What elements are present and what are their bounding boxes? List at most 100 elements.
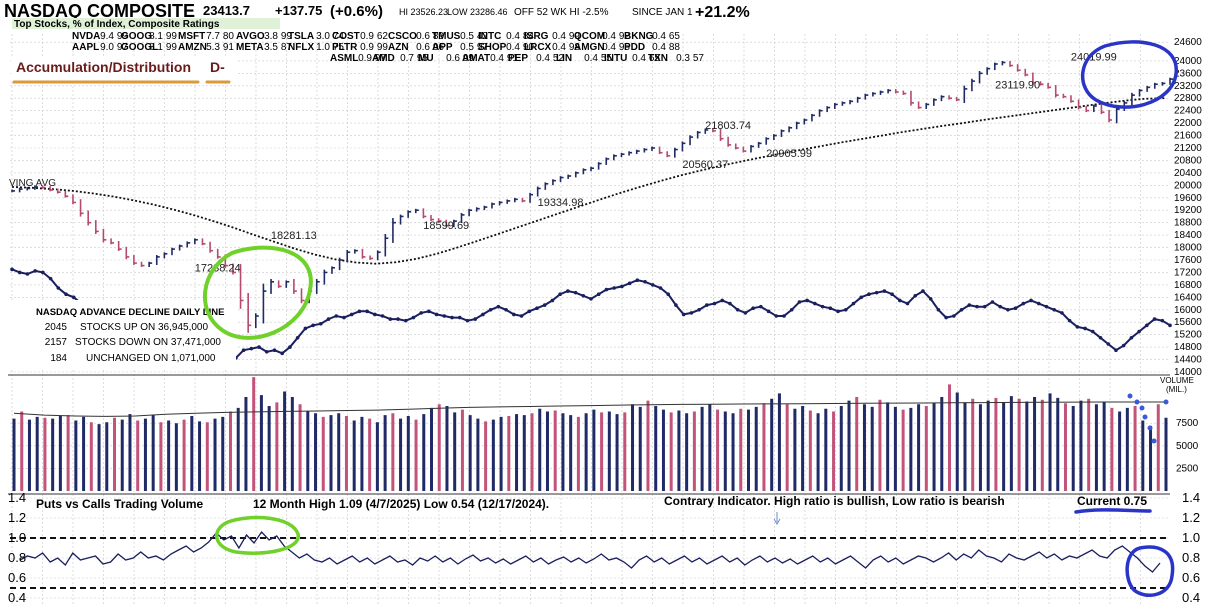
ratings-symbol: GOOGL (121, 42, 158, 53)
volume-axis-tick: 2500 (1176, 463, 1199, 474)
puts-calls-title: Puts vs Calls Trading Volume (36, 497, 203, 511)
ad-point (596, 292, 601, 297)
ad-point (566, 289, 570, 293)
ratings-symbol: LIN (556, 53, 572, 64)
ad-point (419, 311, 423, 315)
ad-point (921, 289, 925, 293)
ratings-weight: 0.4 (652, 31, 666, 42)
ratings-weight: 0.4 (506, 42, 520, 53)
ad-point (751, 306, 755, 311)
ad-point (805, 298, 809, 303)
ratings-composite: 98 (569, 42, 581, 53)
price-axis-tick: 23600 (1174, 68, 1202, 79)
ratings-symbol: AVGO (236, 31, 265, 42)
ad-up-count: 2045 (45, 322, 68, 333)
price-annotation: 17238.24 (195, 262, 241, 274)
ratings-symbol: TSLA (288, 31, 314, 42)
ad-point (512, 312, 516, 317)
price-axis-tick: 14000 (1174, 367, 1202, 378)
ad-point (1114, 348, 1118, 353)
ad-box-bg (10, 300, 236, 370)
ratings-weight: 7.7 (206, 31, 220, 42)
ad-point (681, 312, 686, 317)
ad-point (56, 286, 61, 290)
ad-down-count: 2157 (45, 337, 68, 348)
price-axis-tick: 17200 (1174, 267, 1202, 278)
ratings-weight: 3.5 (264, 42, 278, 53)
advance-decline-box: NASDAQ ADVANCE DECLINE DAILY LINE 2045 S… (10, 300, 236, 370)
price-annotation: 23119.90 (995, 79, 1040, 91)
ad-point (573, 290, 578, 295)
header: NASDAQ COMPOSITE 23413.7 +137.75 (+0.6%)… (4, 1, 750, 21)
price-axis-tick: 14400 (1174, 355, 1202, 366)
ratings-composite: 99 (166, 42, 178, 53)
ad-point (1121, 343, 1126, 348)
ratings-weight: 0.6 (416, 42, 430, 53)
ratings-weight: 0.7 (400, 53, 414, 64)
ad-point (1067, 318, 1072, 323)
price-axis-tick: 15600 (1174, 317, 1202, 328)
ad-point (936, 307, 941, 312)
ad-point (1052, 307, 1056, 312)
ratings-composite: 99 (281, 31, 293, 42)
ad-point (1160, 318, 1165, 323)
ratings-symbol: TMUS (432, 31, 461, 42)
ratings-symbol: AMZN (178, 42, 207, 53)
volume-dot-marker (1142, 414, 1148, 420)
ad-point (41, 270, 45, 275)
price-moving-average (11, 97, 1166, 265)
ad-point (867, 292, 871, 297)
ad-point (380, 314, 385, 318)
ad-point (982, 304, 987, 309)
ratings-composite: 95 (619, 42, 631, 53)
ad-point (743, 311, 748, 315)
ratings-composite: 75 (333, 42, 345, 53)
price-axis-tick: 20400 (1174, 168, 1202, 179)
price-annotation: 20905.99 (766, 148, 812, 160)
ratings-composite: 91 (223, 42, 235, 53)
price-axis-tick: 24600 (1174, 37, 1202, 48)
ratings-composite: 65 (649, 53, 661, 64)
ad-point (373, 312, 377, 317)
ad-point (697, 307, 701, 312)
ratings-composite: 99 (377, 42, 389, 53)
ad-point (604, 287, 609, 292)
ratings-weight: 8.1 (149, 42, 163, 53)
volume-dot-marker (1147, 425, 1153, 431)
ad-point (272, 348, 277, 353)
ad-point (658, 286, 663, 290)
price-axis-tick: 20000 (1174, 180, 1202, 191)
price-axis-tick: 21200 (1174, 143, 1202, 154)
price-axis-tick: 14800 (1174, 342, 1202, 353)
ratings-weight: 0.4 (552, 31, 566, 42)
ad-point (71, 295, 76, 300)
ratings-weight: 0.9 (358, 53, 372, 64)
ad-point (264, 349, 269, 354)
price-axis-tick: 18400 (1174, 230, 1202, 241)
price-axis-tick: 19200 (1174, 205, 1202, 216)
ad-point (427, 309, 431, 314)
ratings-symbol: SHOP (478, 42, 507, 53)
ad-point (820, 304, 825, 309)
price-panel: 17238.24 18281.13 18599.69 19334.98 21803.74… (11, 51, 1173, 333)
ratings-composite: 97 (477, 42, 489, 53)
ad-point (357, 309, 362, 314)
putcall-axis-tick-left: 0.8 (8, 550, 26, 565)
price-axis-tick: 16000 (1174, 305, 1202, 316)
ad-point (882, 289, 887, 293)
ratings-symbol: GOOG (121, 31, 152, 42)
ad-point (720, 298, 725, 303)
ad-point (874, 290, 879, 295)
ad-point (527, 309, 532, 314)
ad-point (620, 284, 624, 289)
ratings-composite: 89 (433, 31, 445, 42)
ratings-weight: 0.5 (460, 31, 474, 42)
ratings-composite: 42 (477, 31, 489, 42)
ad-point (249, 346, 254, 351)
since-jan-label: SINCE JAN 1 (632, 7, 693, 18)
ad-point (434, 312, 439, 317)
ad-point (967, 303, 972, 307)
ratings-weight: 1.0 (316, 42, 330, 53)
ratings-composite: 57 (693, 53, 705, 64)
